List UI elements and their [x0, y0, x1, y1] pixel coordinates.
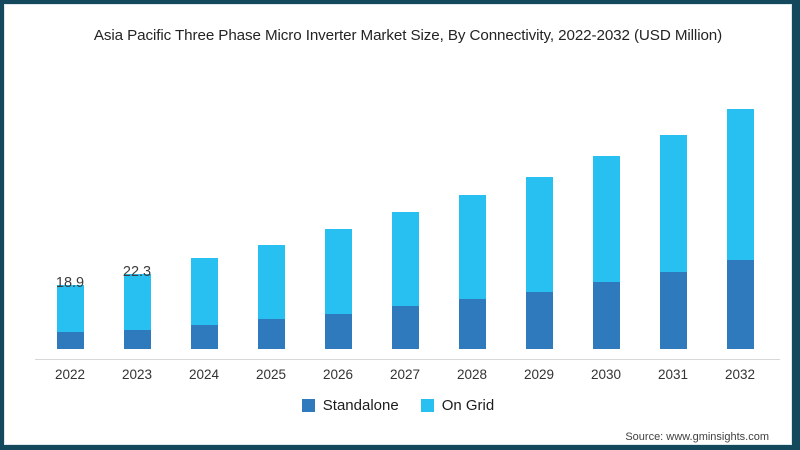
segment-on-grid [56, 285, 84, 333]
x-axis-line [35, 359, 780, 360]
x-tick-2026: 2026 [322, 367, 354, 382]
data-label-2022: 18.9 [55, 274, 85, 291]
segment-standalone [391, 306, 419, 349]
segment-standalone [257, 319, 285, 349]
bar-2024 [190, 257, 218, 349]
bar-2026 [324, 228, 352, 349]
segment-standalone [525, 291, 553, 349]
segment-standalone [592, 282, 620, 349]
source-text: Source: www.gminsights.com [625, 431, 769, 443]
legend-label: Standalone [322, 397, 399, 414]
segment-standalone [726, 260, 754, 349]
x-tick-2029: 2029 [523, 367, 555, 382]
segment-on-grid [525, 176, 553, 292]
x-tick-2025: 2025 [255, 367, 287, 382]
bar-2032 [726, 109, 754, 349]
segment-on-grid [324, 228, 352, 314]
segment-on-grid [726, 109, 754, 260]
segment-on-grid [659, 135, 687, 273]
segment-standalone [56, 332, 84, 349]
x-tick-2031: 2031 [657, 367, 689, 382]
data-label-2023: 22.3 [122, 263, 152, 280]
segment-standalone [190, 324, 218, 349]
segment-on-grid [458, 194, 486, 299]
segment-standalone [458, 299, 486, 349]
legend-item-standalone: Standalone [301, 397, 399, 414]
bar-2031 [659, 135, 687, 349]
bar-2027 [391, 211, 419, 349]
bar-2023 [123, 273, 151, 349]
chart-title: Asia Pacific Three Phase Micro Inverter … [93, 27, 723, 44]
segment-standalone [659, 272, 687, 349]
x-tick-2023: 2023 [121, 367, 153, 382]
segment-on-grid [190, 257, 218, 325]
segment-on-grid [257, 244, 285, 320]
x-tick-2032: 2032 [724, 367, 756, 382]
x-tick-2028: 2028 [456, 367, 488, 382]
x-tick-2022: 2022 [54, 367, 86, 382]
legend-item-on-grid: On Grid [420, 397, 495, 414]
x-tick-2027: 2027 [389, 367, 421, 382]
legend-swatch-icon [420, 399, 434, 412]
segment-on-grid [123, 273, 151, 330]
bar-2028 [458, 194, 486, 349]
segment-standalone [324, 313, 352, 349]
bar-2025 [257, 244, 285, 349]
legend-label: On Grid [441, 397, 495, 414]
segment-on-grid [391, 211, 419, 307]
bar-2029 [525, 176, 553, 349]
legend-swatch-icon [301, 399, 315, 412]
segment-standalone [123, 329, 151, 349]
plot-area: 2022 18.9 2023 22.3 2024 2025 2026 2027 2028 2029… [5, 5, 791, 444]
legend: Standalone On Grid [5, 397, 791, 414]
chart-panel: Asia Pacific Three Phase Micro Inverter … [4, 4, 792, 445]
x-tick-2024: 2024 [188, 367, 220, 382]
bar-2030 [592, 156, 620, 349]
segment-on-grid [592, 156, 620, 283]
x-tick-2030: 2030 [590, 367, 622, 382]
bar-2022 [56, 285, 84, 349]
